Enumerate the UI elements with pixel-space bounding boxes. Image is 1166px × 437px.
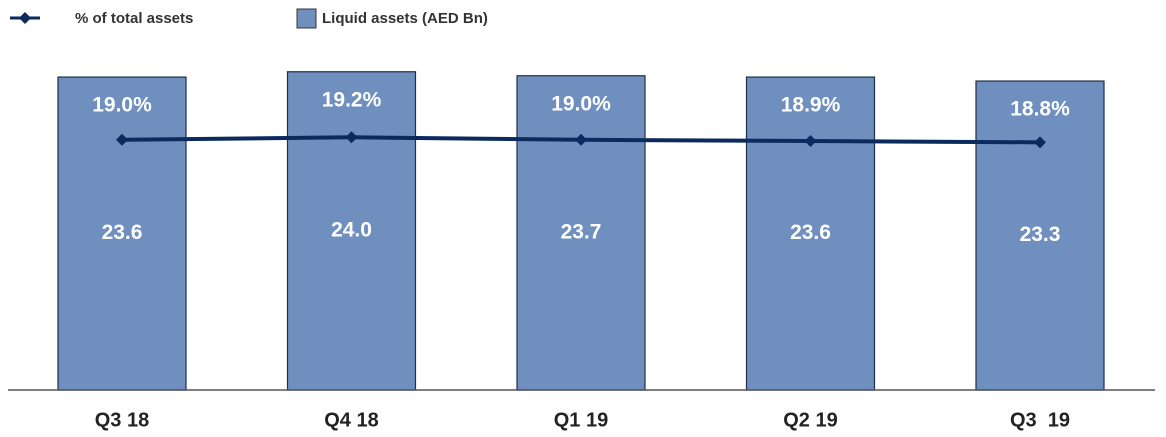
legend-swatch bbox=[296, 8, 317, 29]
line-marker bbox=[345, 131, 358, 144]
bar bbox=[975, 80, 1105, 391]
bar-value-label: 24.0 bbox=[331, 218, 372, 241]
line-value-label: 18.9% bbox=[781, 94, 841, 117]
x-tick-label: Q1 19 bbox=[554, 409, 608, 431]
line-value-label: 19.2% bbox=[322, 88, 382, 111]
bar-value-label: 23.7 bbox=[561, 220, 602, 243]
line-value-label: 19.0% bbox=[551, 92, 611, 115]
x-tick-label: Q3 19 bbox=[1010, 409, 1070, 431]
legend-label: Liquid assets (AED Bn) bbox=[322, 10, 488, 27]
x-tick-label: Q2 19 bbox=[783, 409, 837, 431]
x-tick-label: Q4 18 bbox=[324, 409, 378, 431]
x-tick-label: Q3 18 bbox=[95, 409, 149, 431]
line-value-label: 19.0% bbox=[92, 94, 152, 117]
legend-label: % of total assets bbox=[75, 10, 193, 27]
line-marker bbox=[1034, 136, 1046, 149]
line-marker bbox=[575, 133, 587, 146]
bar-value-label: 23.6 bbox=[790, 221, 831, 244]
line-marker bbox=[804, 135, 817, 148]
line-value-label: 18.8% bbox=[1010, 98, 1070, 121]
line-marker bbox=[116, 133, 128, 146]
bar bbox=[286, 71, 417, 391]
legend-marker bbox=[19, 12, 31, 24]
bar-value-label: 23.3 bbox=[1020, 223, 1061, 246]
bar-value-label: 23.6 bbox=[102, 221, 143, 244]
bar bbox=[745, 76, 876, 391]
